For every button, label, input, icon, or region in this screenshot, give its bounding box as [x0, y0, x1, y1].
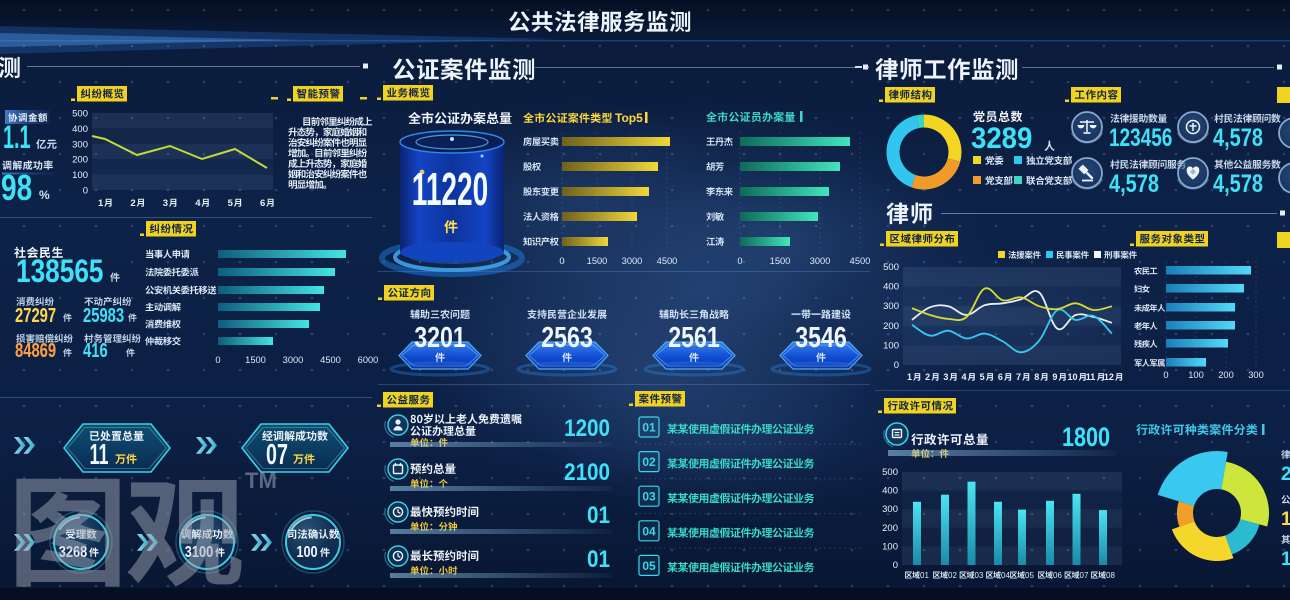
svg-text:07: 07 [266, 439, 288, 471]
svg-text:1: 1 [1281, 549, 1290, 570]
svg-text:7: 7 [1016, 372, 1021, 382]
svg-text:03: 03 [642, 490, 656, 504]
svg-text:8: 8 [1034, 372, 1039, 382]
svg-text:3000: 3000 [622, 256, 643, 266]
svg-text:100: 100 [1188, 370, 1204, 380]
svg-text:3: 3 [163, 198, 168, 209]
svg-text:0: 0 [215, 355, 220, 365]
svg-text:400: 400 [882, 486, 898, 497]
svg-text:4500: 4500 [850, 256, 871, 266]
svg-text:01: 01 [587, 546, 610, 573]
svg-text:1: 1 [98, 198, 104, 209]
svg-text:200: 200 [883, 321, 899, 332]
svg-text:3000: 3000 [810, 256, 831, 266]
svg-text:02: 02 [642, 455, 656, 469]
svg-text:Top5: Top5 [615, 111, 643, 125]
svg-text:300: 300 [72, 139, 88, 150]
svg-text:6: 6 [998, 372, 1003, 382]
svg-text:200: 200 [72, 155, 88, 166]
svg-text:01: 01 [920, 571, 929, 580]
svg-text:03: 03 [975, 571, 984, 580]
svg-text:2: 2 [1281, 464, 1290, 485]
svg-text:100: 100 [883, 340, 899, 351]
svg-text:100: 100 [882, 541, 898, 552]
svg-text:4,578: 4,578 [1213, 170, 1263, 198]
svg-text:4500: 4500 [320, 355, 341, 365]
svg-text:416: 416 [83, 339, 108, 362]
svg-text:3546: 3546 [795, 320, 847, 353]
svg-text:300: 300 [882, 504, 898, 515]
svg-text:3000: 3000 [283, 355, 304, 365]
svg-text:4,578: 4,578 [1109, 170, 1159, 198]
svg-text:400: 400 [883, 282, 899, 293]
svg-text:5: 5 [228, 198, 234, 209]
svg-text:0: 0 [1163, 370, 1168, 380]
svg-text:500: 500 [883, 262, 899, 273]
svg-text:5: 5 [980, 372, 985, 382]
svg-text:1200: 1200 [564, 415, 610, 442]
svg-text:200: 200 [882, 523, 898, 534]
svg-text:1.1: 1.1 [3, 119, 31, 155]
svg-text:98: 98 [1, 168, 32, 208]
svg-text:TM: TM [245, 468, 277, 493]
svg-text:1500: 1500 [245, 355, 266, 365]
svg-text:500: 500 [882, 467, 898, 478]
svg-text:4: 4 [962, 372, 967, 382]
svg-text:1800: 1800 [1062, 423, 1110, 453]
svg-text:07: 07 [1080, 571, 1089, 580]
svg-text:25983: 25983 [83, 304, 124, 327]
svg-text:01: 01 [587, 502, 610, 529]
svg-text:04: 04 [1001, 571, 1010, 580]
svg-text:400: 400 [72, 124, 88, 135]
svg-text:84869: 84869 [15, 339, 56, 362]
svg-text:12: 12 [1104, 372, 1114, 382]
svg-text:2561: 2561 [668, 320, 720, 353]
svg-text:10: 10 [1068, 372, 1078, 382]
svg-text:500: 500 [72, 109, 88, 120]
svg-text:300: 300 [883, 301, 899, 312]
svg-text:4,578: 4,578 [1213, 124, 1263, 152]
svg-text:01: 01 [642, 421, 656, 435]
svg-text:1500: 1500 [587, 256, 608, 266]
svg-text:6000: 6000 [358, 355, 379, 365]
svg-text:11: 11 [89, 439, 108, 471]
svg-text:2100: 2100 [564, 459, 610, 486]
svg-text:2563: 2563 [541, 320, 593, 353]
svg-text:138565: 138565 [16, 255, 104, 290]
svg-text:100: 100 [72, 170, 88, 181]
svg-text:3201: 3201 [414, 320, 466, 353]
svg-text:123456: 123456 [1109, 123, 1172, 151]
svg-text:27297: 27297 [15, 304, 56, 327]
svg-text:200: 200 [1218, 370, 1234, 380]
svg-text:100: 100 [296, 544, 317, 562]
svg-text:0: 0 [893, 560, 898, 571]
svg-text:08: 08 [1106, 571, 1115, 580]
svg-text:11: 11 [1086, 372, 1096, 382]
svg-text:%: % [39, 188, 50, 202]
svg-text:300: 300 [1248, 370, 1264, 380]
svg-text:04: 04 [642, 524, 656, 538]
svg-text:3289: 3289 [971, 122, 1032, 155]
svg-text:2: 2 [925, 372, 930, 382]
svg-text:9: 9 [1052, 372, 1057, 382]
svg-text:02: 02 [948, 571, 957, 580]
svg-text:4: 4 [195, 198, 201, 209]
svg-text:0: 0 [559, 256, 564, 266]
svg-text:2: 2 [130, 198, 135, 209]
svg-text:0: 0 [894, 360, 899, 371]
svg-text:11220: 11220 [412, 165, 488, 216]
svg-text:6: 6 [260, 198, 265, 209]
svg-text:0: 0 [737, 256, 742, 266]
svg-text:05: 05 [642, 559, 656, 573]
svg-text:06: 06 [1053, 571, 1062, 580]
svg-text:0: 0 [83, 186, 88, 197]
svg-text:05: 05 [1025, 571, 1034, 580]
svg-text:3: 3 [943, 372, 948, 382]
svg-text:1500: 1500 [770, 256, 791, 266]
svg-text:1: 1 [1281, 509, 1290, 530]
svg-text:1: 1 [907, 372, 912, 382]
svg-text:4500: 4500 [657, 256, 678, 266]
